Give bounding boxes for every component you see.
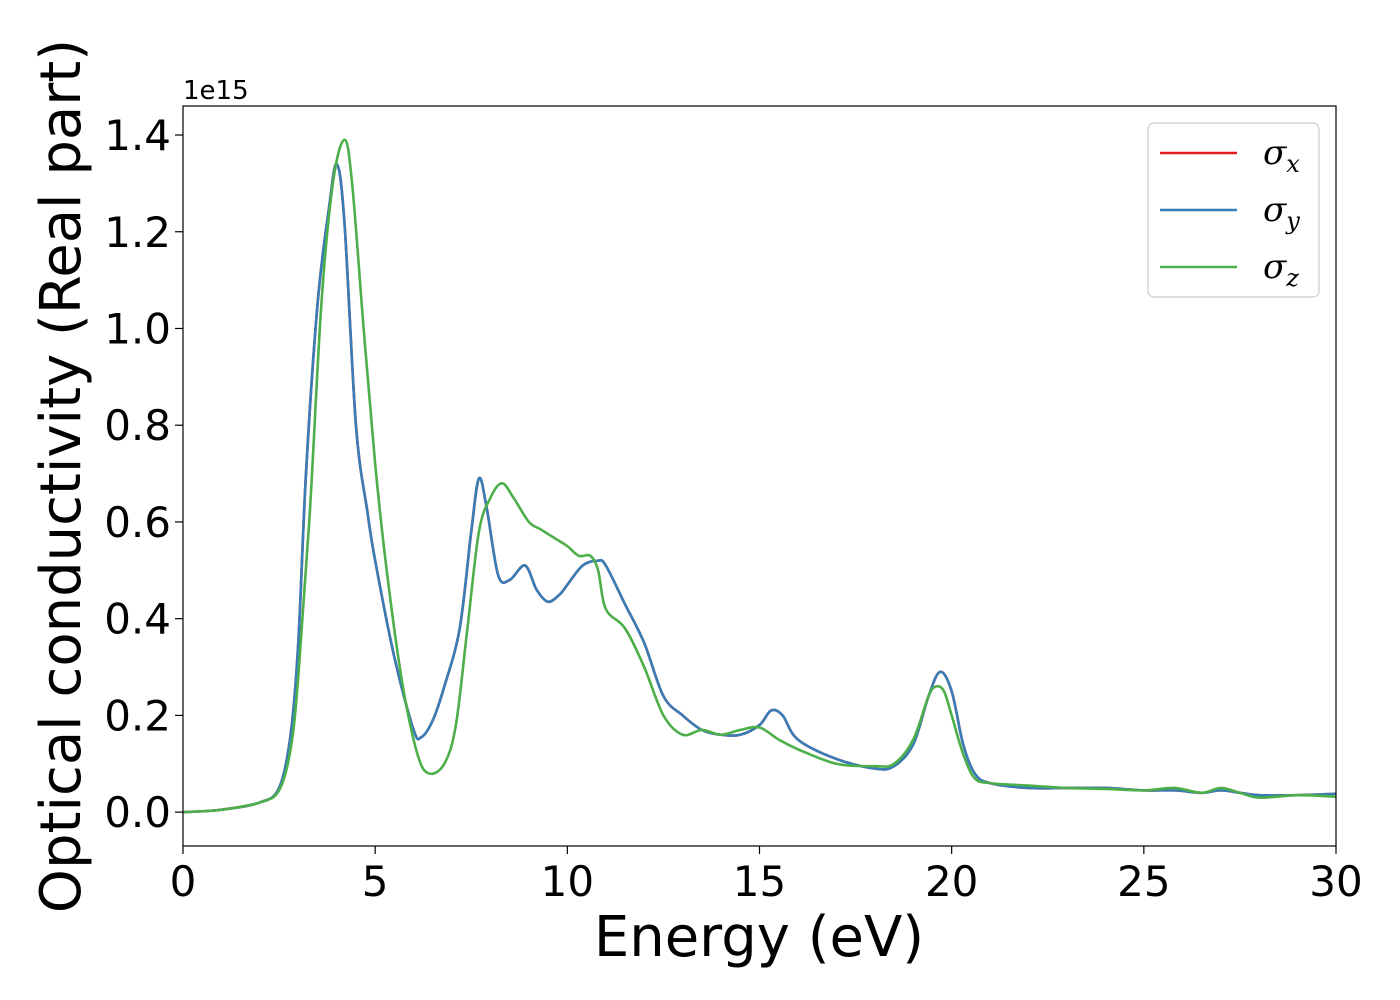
legend-label-x: σx xyxy=(1263,133,1300,178)
series-line-z xyxy=(183,138,1336,814)
x-tick-label: 5 xyxy=(362,857,389,906)
x-axis-label: Energy (eV) xyxy=(594,905,924,970)
y-tick-label: 1.0 xyxy=(104,304,171,353)
x-axis: 0 5 10 15 20 25 30 xyxy=(170,846,1363,906)
x-tick-label: 30 xyxy=(1309,857,1362,906)
y-tick-label: 0.4 xyxy=(104,595,171,644)
y-tick-label: 0.0 xyxy=(104,788,171,837)
x-tick-label: 20 xyxy=(925,857,978,906)
x-tick-label: 25 xyxy=(1117,857,1170,906)
y-axis: 0.0 0.2 0.4 0.6 0.8 1.0 1.2 1.4 xyxy=(104,111,183,837)
legend-label-y: σy xyxy=(1263,190,1300,235)
y-tick-label: 0.2 xyxy=(104,691,171,740)
legend: σx σy σz xyxy=(1147,122,1320,298)
legend-label-z: σz xyxy=(1263,247,1299,292)
y-axis-label: Optical conductivity (Real part) xyxy=(29,39,94,913)
y-tick-label: 1.2 xyxy=(104,208,171,257)
y-tick-label: 0.6 xyxy=(104,498,171,547)
x-tick-label: 0 xyxy=(170,857,197,906)
x-tick-label: 10 xyxy=(541,857,594,906)
y-tick-label: 1.4 xyxy=(104,111,171,160)
series-layer xyxy=(183,138,1336,814)
y-offset-text: 1e15 xyxy=(183,76,249,106)
y-tick-label: 0.8 xyxy=(104,401,171,450)
x-tick-label: 15 xyxy=(733,857,786,906)
